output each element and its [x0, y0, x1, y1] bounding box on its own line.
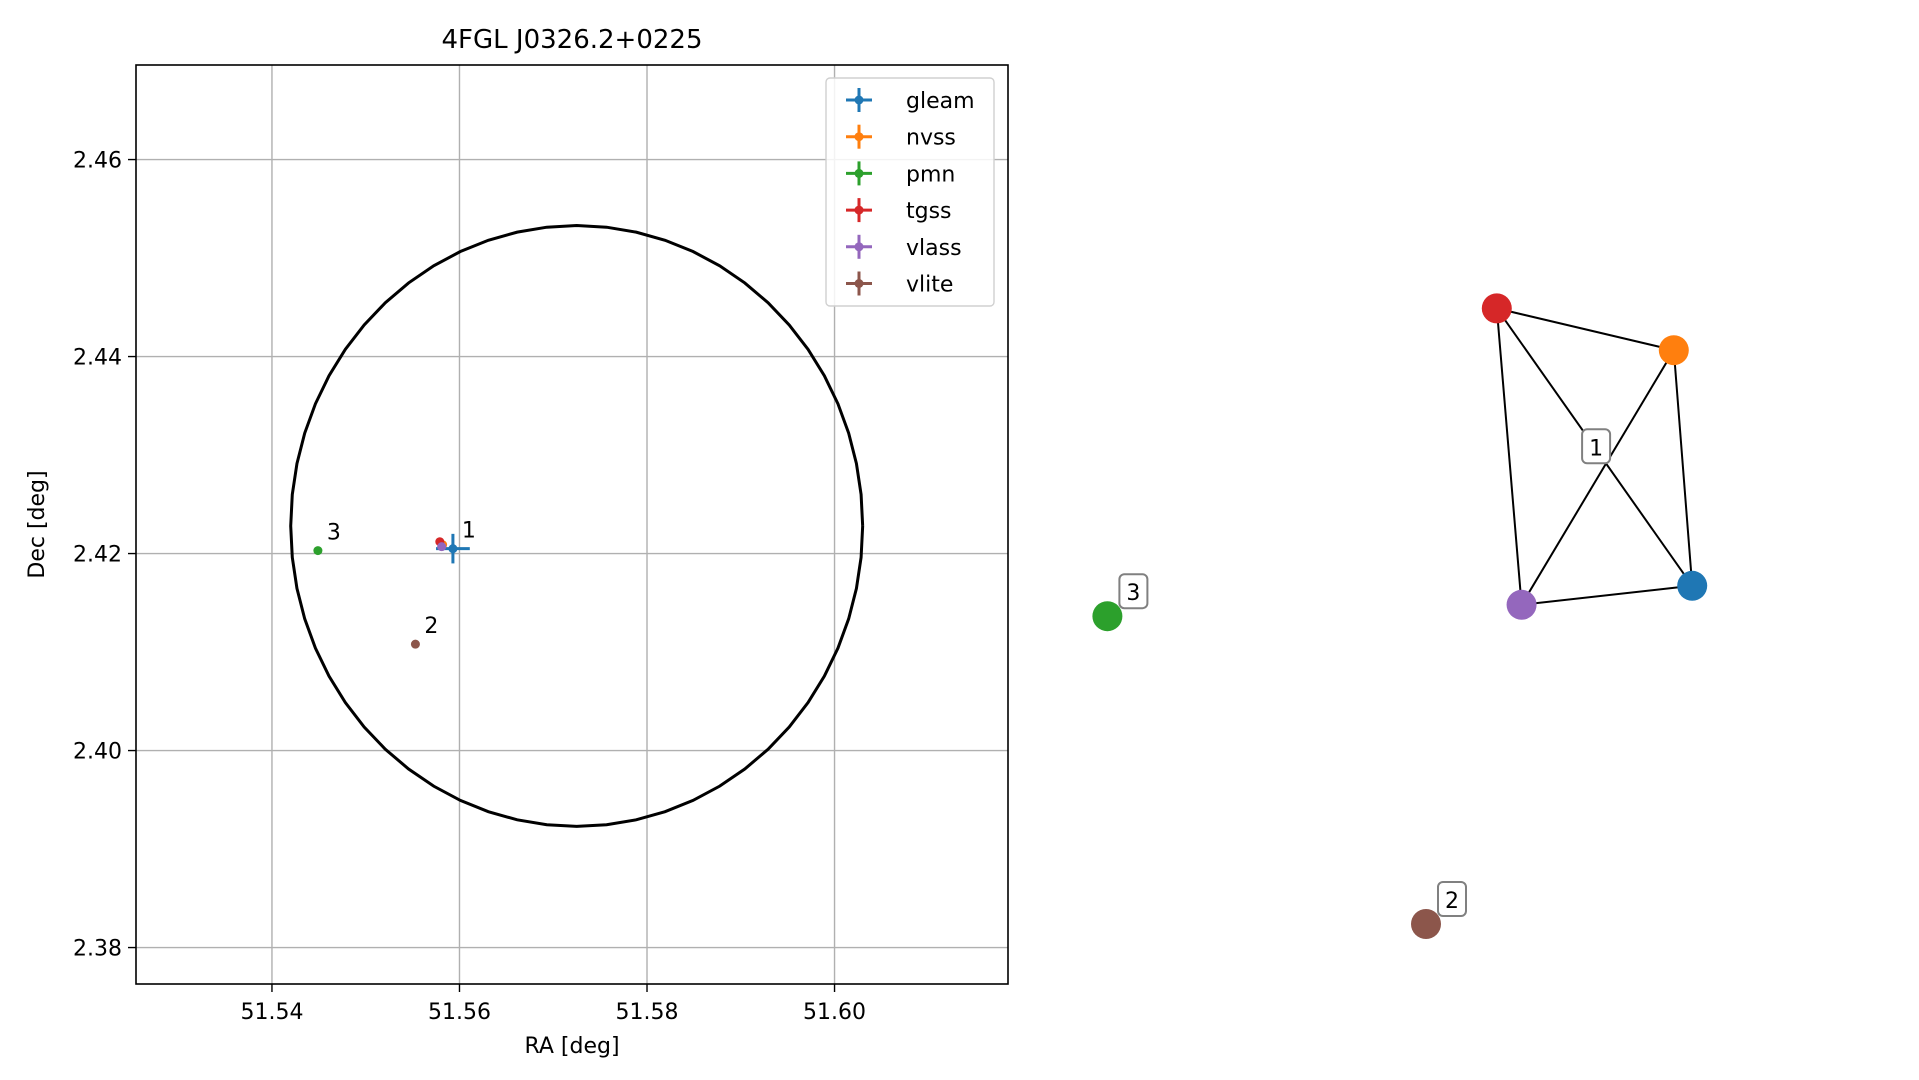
graph-node-tgss: [1481, 293, 1512, 324]
point-annotation: 1: [462, 519, 476, 544]
x-tick-label: 51.60: [803, 1000, 866, 1025]
cluster-label-box: [1437, 881, 1467, 917]
axes-frame: [135, 64, 1009, 985]
y-tick-label: 2.38: [73, 937, 122, 962]
point-annotation: 3: [327, 521, 341, 546]
graph-edge-tgss-nvss: [1496, 307, 1675, 352]
y-axis-label: Dec [deg]: [25, 470, 50, 578]
legend-marker-dot: [854, 168, 864, 178]
graph-edge-tgss-vlass: [1495, 308, 1523, 605]
legend-label: gleam: [906, 89, 975, 114]
network-graph-panel: 1 2 3: [1092, 293, 1708, 939]
legend-marker-dot: [854, 242, 864, 252]
x-tick-label: 51.58: [616, 1000, 679, 1025]
graph-node-pmn: [1092, 601, 1123, 632]
graph-node-vlite: [1411, 909, 1441, 939]
cluster-label-2: 2: [1437, 881, 1467, 917]
cluster-label-box: [1118, 573, 1149, 610]
legend-label: pmn: [906, 162, 955, 187]
graph-edge-vlass-gleam: [1521, 584, 1693, 606]
legend-label: nvss: [906, 126, 956, 151]
y-tick-label: 2.42: [73, 543, 122, 568]
legend-label: vlite: [906, 273, 953, 298]
graph-node-nvss: [1658, 335, 1689, 366]
legend-marker-dot: [854, 95, 864, 105]
legend-label: tgss: [906, 199, 952, 224]
data-point-pmn: [313, 546, 323, 556]
data-point-vlite: [410, 639, 420, 649]
point-annotation: 2: [424, 614, 438, 639]
x-axis-label: RA [deg]: [524, 1034, 619, 1059]
graph-edge-nvss-gleam: [1672, 350, 1694, 586]
y-tick-label: 2.40: [73, 740, 122, 765]
legend-entry-pmn: pmn: [846, 161, 955, 187]
x-tick-label: 51.56: [428, 1000, 491, 1025]
x-tick-label: 51.54: [240, 1000, 303, 1025]
graph-node-vlass: [1506, 589, 1537, 620]
cluster-label-text: 3: [1126, 581, 1140, 606]
legend-label: vlass: [906, 236, 962, 261]
legend-box: [825, 77, 995, 307]
y-tick-label: 2.44: [73, 346, 122, 371]
legend-marker-dot: [854, 279, 864, 288]
cluster-label-3: 3: [1118, 573, 1149, 610]
cluster-label-box: [1581, 428, 1612, 465]
cluster-label-text: 2: [1445, 889, 1459, 914]
graph-node-gleam: [1677, 570, 1708, 601]
cluster-label-text: 1: [1589, 436, 1603, 461]
legend-entry-vlass: vlass: [846, 234, 962, 261]
scatter-plot-panel: 4FGL J0326.2+0225 RA [deg] Dec [deg] 51.…: [25, 25, 1009, 1059]
series-vlite: [410, 639, 420, 649]
legend-entry-vlite: vlite: [846, 271, 953, 298]
localization-circle: [289, 224, 865, 828]
legend-entry-nvss: nvss: [846, 124, 956, 151]
legend: gleam nvss pmn tgss vlass vlite: [825, 77, 995, 307]
series-pmn: [313, 546, 323, 556]
graph-edge-nvss-vlass: [1520, 349, 1675, 606]
cluster-label-1: 1: [1581, 428, 1612, 465]
series-vlass: [437, 542, 447, 552]
plot-area: 51.54 51.56 51.58 51.60 2.38 2.40 2.42 2.44 2.46…: [73, 64, 1009, 1025]
legend-entry-tgss: tgss: [846, 198, 952, 224]
data-point-gleam: [448, 544, 458, 554]
data-point-vlass: [437, 542, 447, 552]
y-tick-label: 2.46: [73, 149, 122, 174]
legend-marker-dot: [854, 132, 864, 142]
chart-title: 4FGL J0326.2+0225: [442, 25, 703, 55]
legend-marker-dot: [854, 205, 864, 215]
legend-entry-gleam: gleam: [846, 88, 975, 114]
